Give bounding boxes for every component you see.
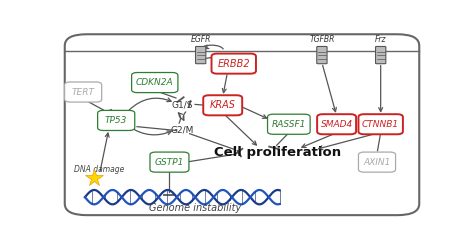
Text: G2/M: G2/M <box>171 125 194 134</box>
FancyBboxPatch shape <box>132 73 178 92</box>
Text: RASSF1: RASSF1 <box>272 120 306 129</box>
FancyBboxPatch shape <box>317 46 327 64</box>
FancyBboxPatch shape <box>64 82 102 102</box>
Text: AXIN1: AXIN1 <box>363 158 391 167</box>
Text: Cell proliferation: Cell proliferation <box>214 146 341 159</box>
Text: G1/S: G1/S <box>172 101 193 110</box>
FancyBboxPatch shape <box>375 46 386 64</box>
Text: DNA damage: DNA damage <box>74 165 124 174</box>
FancyBboxPatch shape <box>358 114 403 134</box>
FancyBboxPatch shape <box>317 114 356 134</box>
FancyBboxPatch shape <box>150 152 189 172</box>
FancyBboxPatch shape <box>196 46 206 64</box>
Text: Frz: Frz <box>375 35 386 44</box>
Text: GSTP1: GSTP1 <box>155 158 184 167</box>
FancyBboxPatch shape <box>203 95 242 115</box>
Text: KRAS: KRAS <box>210 100 236 110</box>
FancyBboxPatch shape <box>65 34 419 215</box>
Text: TP53: TP53 <box>105 116 128 125</box>
FancyBboxPatch shape <box>98 110 135 130</box>
Text: EGFR: EGFR <box>191 35 211 44</box>
Text: ERBB2: ERBB2 <box>218 59 250 69</box>
Text: SMAD4: SMAD4 <box>320 120 353 129</box>
FancyBboxPatch shape <box>358 152 396 172</box>
Text: TERT: TERT <box>72 88 95 96</box>
Text: Genome instability: Genome instability <box>149 202 241 213</box>
Text: CTNNB1: CTNNB1 <box>362 120 399 129</box>
FancyBboxPatch shape <box>267 114 310 134</box>
Text: TGFBR: TGFBR <box>309 35 335 44</box>
FancyBboxPatch shape <box>211 54 256 74</box>
Text: CDKN2A: CDKN2A <box>136 78 173 87</box>
